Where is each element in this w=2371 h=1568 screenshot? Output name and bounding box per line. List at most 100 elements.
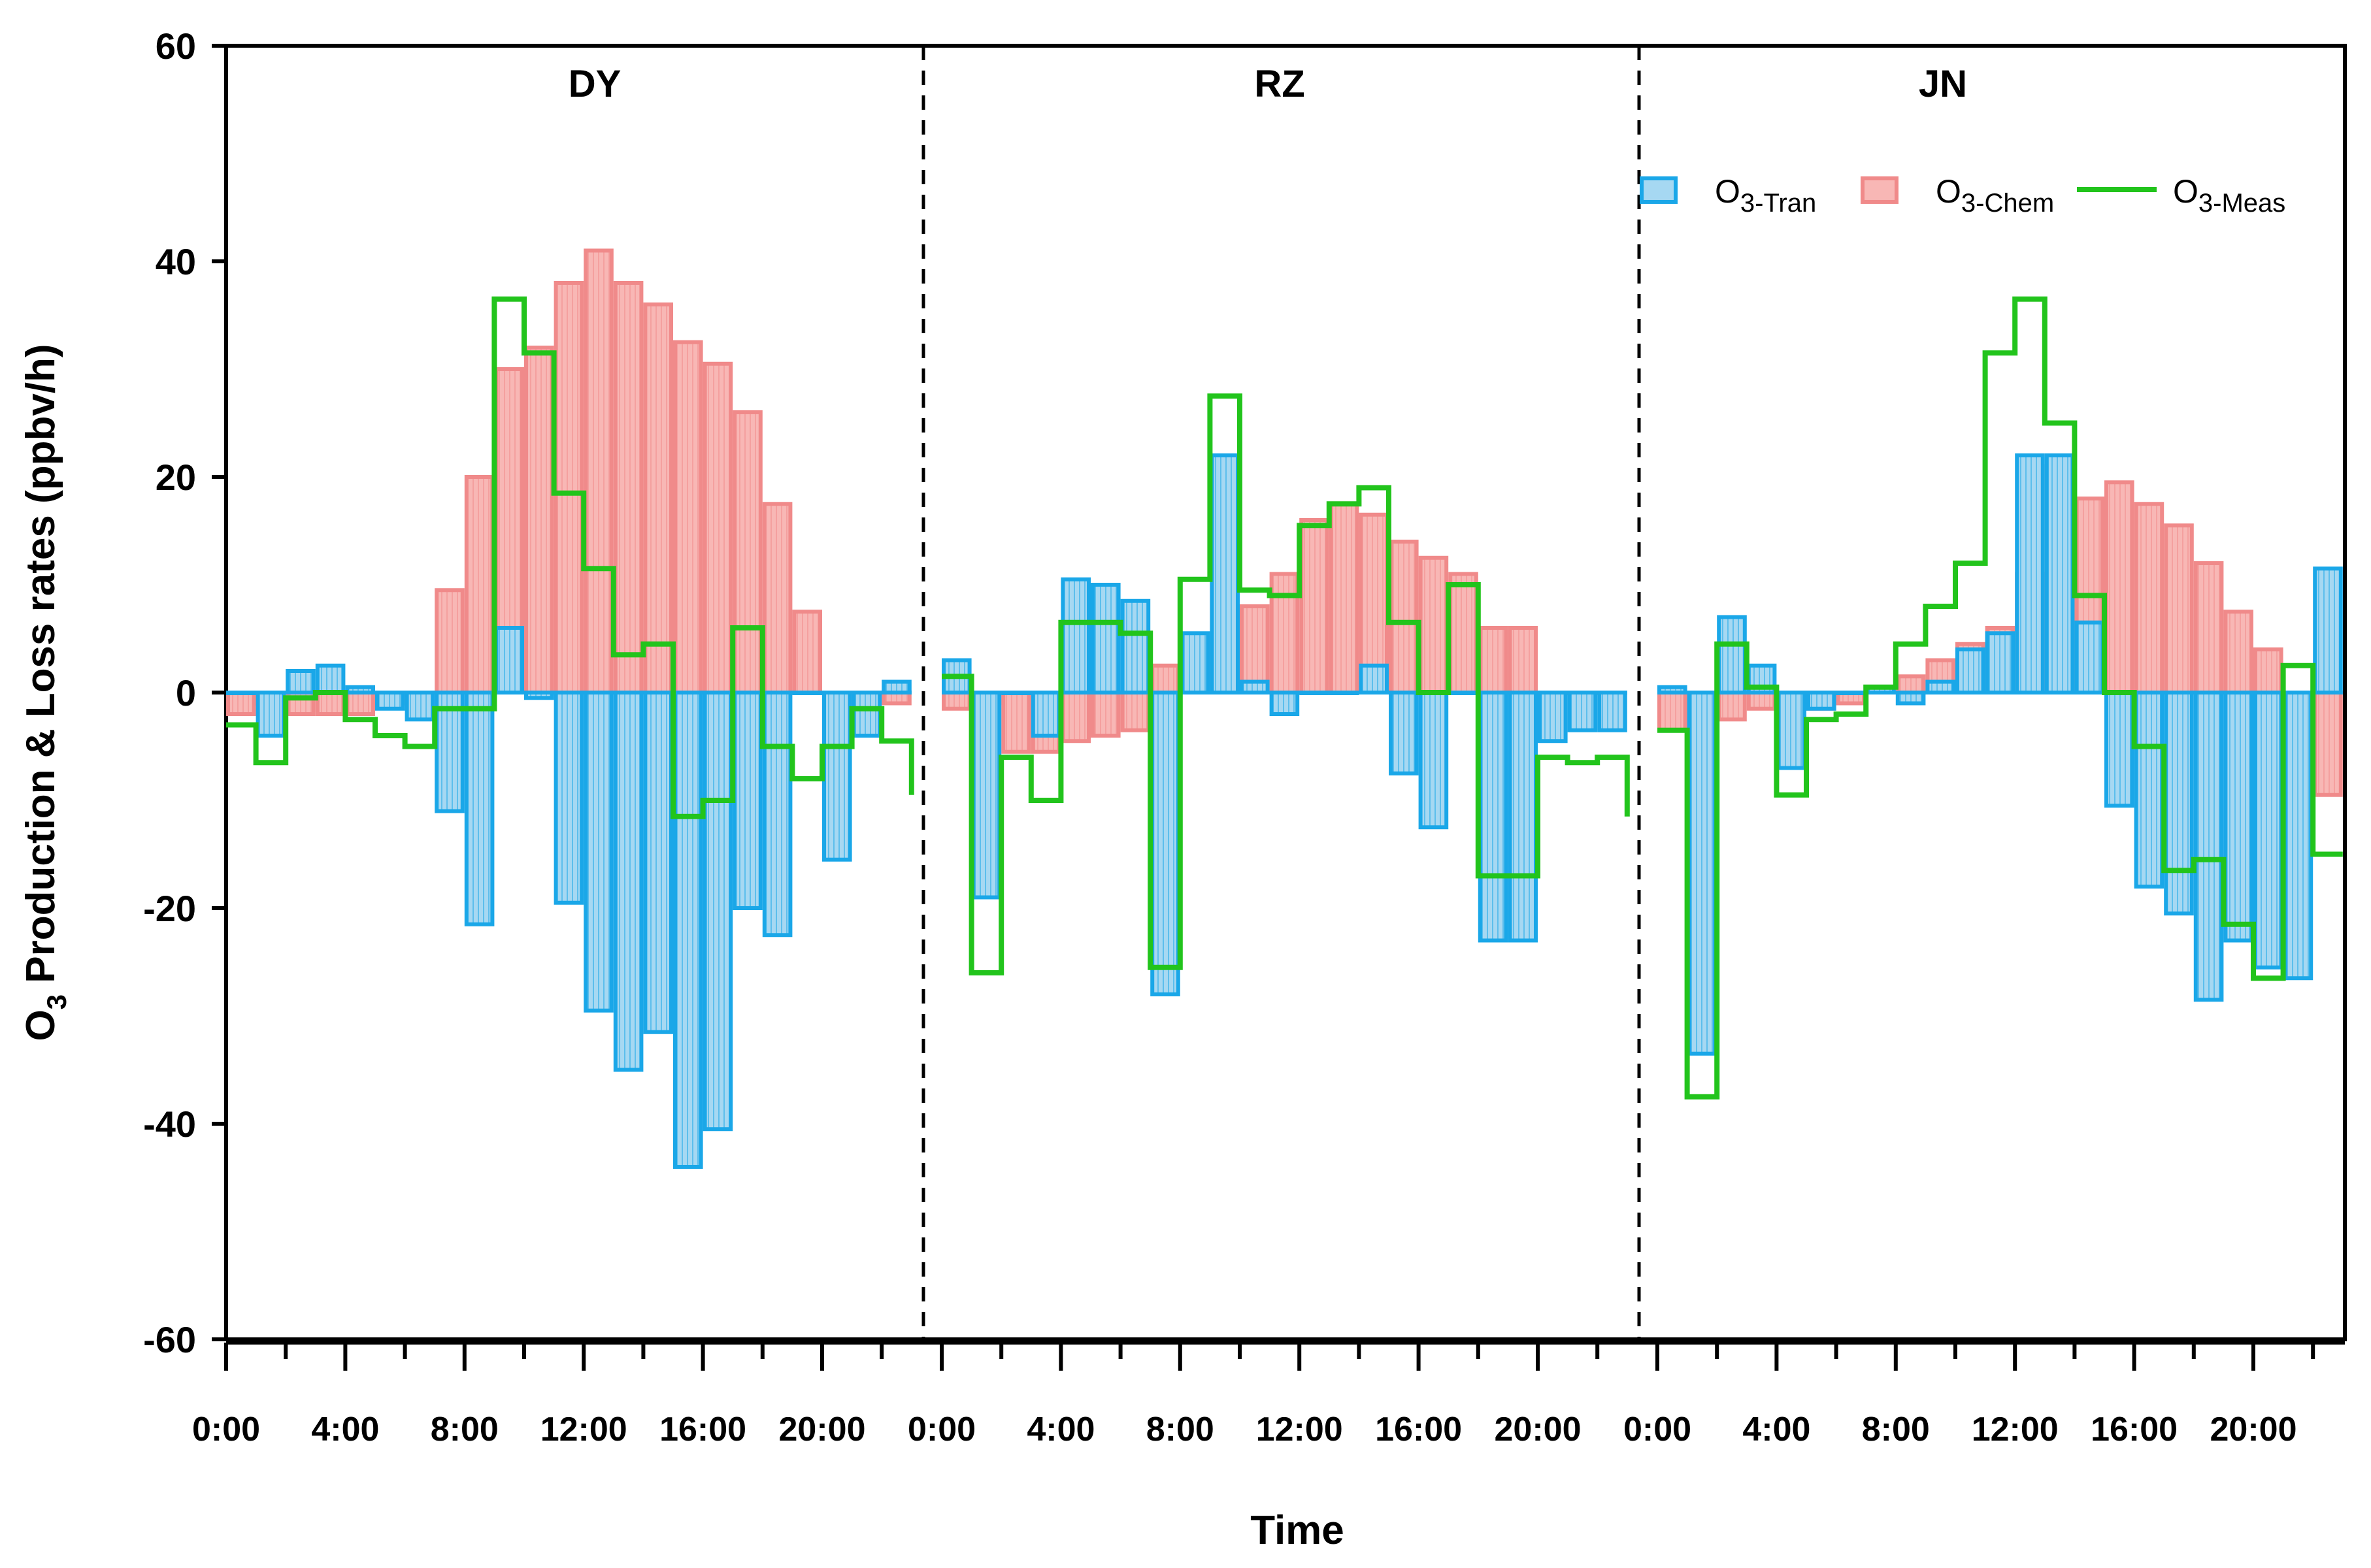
chem-bar-dy-7 xyxy=(435,588,465,694)
tran-bar-dy-2 xyxy=(286,669,316,694)
tran-bar-rz-14 xyxy=(1359,663,1389,694)
chem-bar-dy-18 xyxy=(762,502,793,694)
meas-line-dy xyxy=(226,296,914,819)
x-tick-label: 8:00 xyxy=(1862,1411,1930,1448)
panel-dividers xyxy=(921,46,1641,1339)
x-tick-label: 0:00 xyxy=(192,1411,260,1448)
legend-label-tran-sub: 3-Tran xyxy=(1740,189,1816,218)
tran-bar-jn-2 xyxy=(1717,615,1747,694)
tran-bar-rz-8 xyxy=(1180,631,1210,694)
chem-bar-jn-18 xyxy=(2193,561,2224,694)
tran-bar-jn-16 xyxy=(2134,691,2164,889)
tran-bar-rz-16 xyxy=(1418,691,1449,830)
x-tick-label: 20:00 xyxy=(2210,1411,2297,1448)
tran-bar-rz-7 xyxy=(1150,691,1180,996)
tran-bar-jn-13 xyxy=(2044,453,2075,694)
chem-bar-rz-17 xyxy=(1448,572,1478,694)
tran-bar-jn-14 xyxy=(2074,620,2104,694)
legend-label-tran-main: O xyxy=(1715,173,1740,210)
tran-bar-dy-20 xyxy=(822,691,852,862)
x-tick-label: 8:00 xyxy=(1146,1411,1214,1448)
y-axis-title-sub: 3 xyxy=(41,994,72,1009)
chem-bar-dy-10 xyxy=(524,346,554,694)
y-tick-label: -40 xyxy=(143,1103,196,1145)
tran-bar-dy-1 xyxy=(256,691,286,738)
x-tick-label: 12:00 xyxy=(1972,1411,2059,1448)
panel-label-rz: RZ xyxy=(1254,63,1304,105)
legend-swatch-chem xyxy=(1861,176,1898,204)
chem-bar-jn-2 xyxy=(1717,691,1747,722)
chem-bar-dy-4 xyxy=(345,691,376,716)
tran-bar-dy-18 xyxy=(762,691,793,938)
chem-bar-dy-19 xyxy=(792,610,823,694)
tran-bar-rz-11 xyxy=(1269,691,1300,716)
x-tick-label: 4:00 xyxy=(311,1411,379,1448)
chem-bar-rz-2 xyxy=(1001,691,1031,754)
chem-bar-dy-11 xyxy=(554,281,584,694)
tran-bar-rz-1 xyxy=(971,691,1002,900)
x-tick-label: 4:00 xyxy=(1742,1411,1810,1448)
x-tick-label: 12:00 xyxy=(1256,1411,1343,1448)
tran-bar-rz-15 xyxy=(1389,691,1419,776)
chem-bar-rz-5 xyxy=(1091,691,1121,738)
tran-bar-dy-5 xyxy=(375,691,405,711)
tran-bar-dy-17 xyxy=(733,691,763,910)
x-tick-label: 20:00 xyxy=(1495,1411,1582,1448)
y-tick-label: 20 xyxy=(156,457,196,498)
chem-bar-dy-13 xyxy=(613,281,644,694)
legend-label-chem-main: O xyxy=(1936,173,1961,210)
tran-bar-jn-20 xyxy=(2253,691,2283,970)
axes-layer: 60 40 20 0 -20 -40 -60 0:00 4:00 8:00 12:00 16:00 20… xyxy=(143,25,2345,1448)
chem-bar-rz-6 xyxy=(1120,691,1151,732)
legend: O3-Tran O3-Chem O3-Meas xyxy=(1640,173,2285,218)
chem-bar-jn-16 xyxy=(2134,502,2164,694)
tran-bar-rz-3 xyxy=(1031,691,1061,738)
y-axis-title-rest: Production & Loss rates (ppbv/h) xyxy=(18,344,63,994)
y-axis-title-main: O xyxy=(18,1009,63,1041)
tran-bar-dy-3 xyxy=(315,663,346,694)
legend-swatch-tran xyxy=(1640,176,1678,204)
chem-bar-jn-22 xyxy=(2313,691,2343,797)
x-tick-label: 12:00 xyxy=(540,1411,627,1448)
panel-label-jn: JN xyxy=(1919,63,1967,105)
chem-bar-rz-19 xyxy=(1508,626,1538,694)
meas-line-rz xyxy=(942,393,1630,975)
chem-bar-rz-15 xyxy=(1389,540,1419,694)
tran-bar-jn-17 xyxy=(2164,691,2194,916)
chem-bar-dy-14 xyxy=(643,302,674,694)
tran-bar-jn-21 xyxy=(2283,691,2313,981)
x-tick-label: 20:00 xyxy=(779,1411,866,1448)
x-tick-label: 4:00 xyxy=(1027,1411,1095,1448)
chem-bar-dy-12 xyxy=(584,248,614,694)
tran-bar-rz-4 xyxy=(1061,577,1091,694)
chem-bar-rz-18 xyxy=(1478,626,1508,694)
chem-bar-rz-7 xyxy=(1150,663,1180,694)
y-tick-label: 0 xyxy=(176,672,196,713)
x-tick-label: 8:00 xyxy=(431,1411,499,1448)
chem-bar-dy-16 xyxy=(703,361,733,694)
chem-bar-rz-12 xyxy=(1299,518,1329,694)
tran-bar-dy-8 xyxy=(464,691,495,926)
tran-bar-dy-16 xyxy=(703,691,733,1132)
tran-bar-rz-19 xyxy=(1508,691,1538,943)
panel-label-dy: DY xyxy=(569,63,622,105)
tran-bar-jn-1 xyxy=(1687,691,1717,1056)
legend-label-meas-main: O xyxy=(2173,173,2198,210)
meas-line-jn xyxy=(1657,296,2343,1100)
chem-bar-rz-11 xyxy=(1269,572,1300,694)
tran-bar-dy-6 xyxy=(405,691,435,722)
tran-bar-jn-19 xyxy=(2223,691,2253,943)
tran-bar-jn-5 xyxy=(1806,691,1836,711)
chem-bar-jn-0 xyxy=(1657,691,1687,732)
chem-bar-dy-8 xyxy=(464,475,495,694)
tran-bar-rz-22 xyxy=(1597,691,1627,732)
chem-bar-jn-3 xyxy=(1746,691,1777,711)
tran-bar-jn-10 xyxy=(1955,647,1985,694)
y-tick-label: 40 xyxy=(156,241,196,282)
tran-bar-rz-5 xyxy=(1091,583,1121,694)
chem-bar-dy-17 xyxy=(733,410,763,694)
y-tick-label: -20 xyxy=(143,888,196,929)
chem-bar-rz-16 xyxy=(1418,555,1449,694)
legend-label-meas-sub: 3-Meas xyxy=(2198,189,2285,218)
